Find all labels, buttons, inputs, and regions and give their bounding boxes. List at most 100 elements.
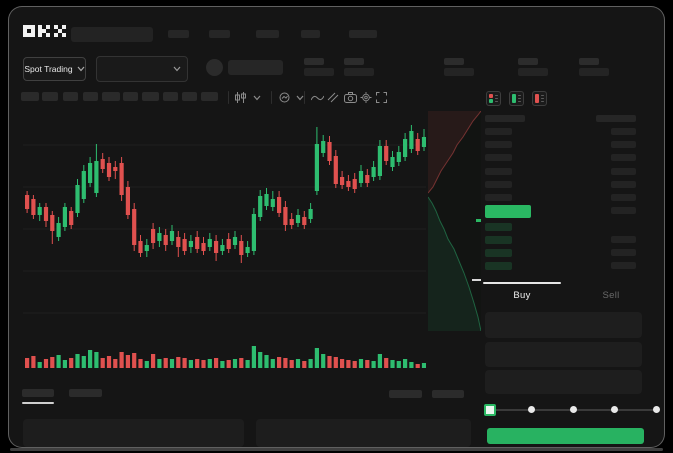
ask-row-amount[interactable] [611,180,636,188]
nav-item-placeholder[interactable] [301,30,320,38]
tab-sell[interactable]: Sell [602,290,620,301]
chevron-down-icon [77,66,85,72]
buy-tab-indicator [483,282,561,284]
camera-icon[interactable] [344,92,357,103]
bottom-tab-active[interactable] [22,389,54,397]
bottom-panel-left [23,419,244,447]
depth-mid-marker [476,219,481,222]
ask-row-price[interactable] [485,194,512,201]
ask-row-amount[interactable] [611,167,636,175]
stat-label-placeholder [444,58,464,65]
settings-icon[interactable] [360,92,372,103]
orderbook-view-bids-icon[interactable] [509,91,524,106]
bid-row-amount[interactable] [611,236,636,243]
ask-row-price[interactable] [485,167,512,175]
bid-row-price[interactable] [485,249,512,257]
divider [304,91,305,104]
price-input[interactable] [485,312,642,338]
stat-label-placeholder [344,58,364,65]
volume-histogram [25,346,426,368]
orderbook-last-price-bar[interactable] [485,205,531,218]
candlestick-chart[interactable] [23,111,426,341]
bid-row-price[interactable] [485,262,512,270]
stat-value-placeholder [444,68,474,76]
timeframe-button[interactable] [201,92,218,101]
slider-stop[interactable] [653,406,660,413]
orderbook-view-asks-icon[interactable] [532,91,547,106]
ask-row-price[interactable] [485,154,512,162]
timeframe-button[interactable] [83,92,98,101]
split-col [489,94,493,103]
candle-style-icon[interactable] [234,92,247,103]
nav-item-placeholder[interactable] [209,30,230,38]
total-input[interactable] [485,370,642,394]
timeframe-button[interactable] [123,92,138,101]
pair-name-placeholder [228,60,283,75]
slider-handle[interactable] [484,404,496,416]
timeframe-button[interactable] [21,92,39,101]
timeframe-button[interactable] [63,92,78,101]
stat-label-placeholder [304,58,324,65]
depth-chart [427,110,482,332]
bid-row-price[interactable] [485,223,512,231]
bottom-tab-underline [22,402,54,404]
stat-label-placeholder [518,58,538,65]
bottom-panel-right [256,419,471,447]
timeframe-button[interactable] [182,92,197,101]
stat-value-placeholder [304,68,334,76]
indicators-icon[interactable] [279,92,291,103]
bid-row-amount[interactable] [611,249,636,256]
stat-value-placeholder [518,68,548,76]
bid-row-amount[interactable] [611,262,636,269]
ask-row-price[interactable] [485,128,512,135]
amount-slider[interactable] [484,404,660,416]
pair-dropdown[interactable] [96,56,188,82]
depth-price-tick [472,279,481,281]
stat-label-placeholder [579,58,599,65]
market-type-selector[interactable]: Spot Trading [23,57,86,81]
slider-stop[interactable] [527,406,535,413]
stat-value-placeholder [579,68,609,76]
bid-row-price[interactable] [485,236,512,244]
market-type-label: Spot Trading [24,64,73,74]
bottom-action-placeholder[interactable] [432,390,464,398]
orderbook-header-right [596,115,636,122]
orderbook-view-all-icon[interactable] [486,91,501,106]
buy-button[interactable] [487,428,644,444]
tab-buy[interactable]: Buy [513,290,531,301]
timeframe-button[interactable] [142,92,159,101]
fullscreen-icon[interactable] [376,92,387,103]
ask-row-amount[interactable] [611,141,636,149]
timeframe-button[interactable] [102,92,120,101]
device-bottom-edge [10,448,663,451]
slider-stop[interactable] [611,406,619,413]
ask-row-amount[interactable] [611,154,636,162]
bottom-tab[interactable] [69,389,102,397]
nav-item-placeholder[interactable] [349,30,377,38]
ask-col [535,94,539,103]
line-icon[interactable] [311,94,324,102]
timeframe-button[interactable] [42,92,58,101]
coin-avatar [206,59,223,76]
bottom-action-placeholder[interactable] [389,390,422,398]
chevron-down-icon[interactable] [296,95,304,101]
amount-input[interactable] [485,342,642,367]
ask-row-amount[interactable] [611,194,636,201]
ask-row-price[interactable] [485,141,512,149]
nav-item-placeholder[interactable] [256,30,279,38]
bid-col [512,94,516,103]
nav-item-placeholder[interactable] [168,30,189,38]
chevron-down-icon[interactable] [253,95,261,101]
ask-row-price[interactable] [485,180,512,188]
divider [271,91,272,104]
divider [228,91,229,104]
stat-value-placeholder [344,68,374,76]
slider-stop[interactable] [569,406,577,413]
ask-row-amount[interactable] [611,128,636,135]
orderbook-cell [611,207,636,214]
timeframe-button[interactable] [163,92,178,101]
compare-icon[interactable] [327,92,339,103]
logo-side-placeholder [71,27,153,42]
depth-panel [427,110,482,332]
